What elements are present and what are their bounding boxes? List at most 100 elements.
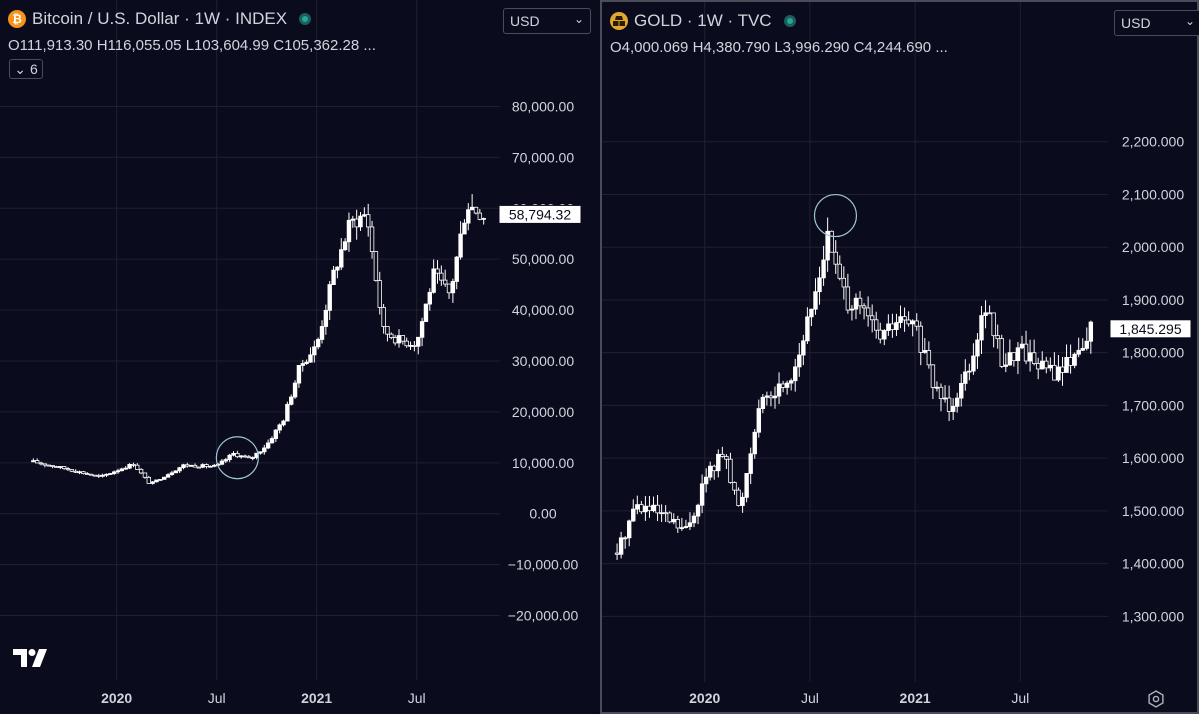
candle-body	[695, 504, 701, 517]
candle-body	[635, 504, 640, 510]
candle-body	[81, 471, 86, 474]
y-tick-label: 20,000.00	[512, 404, 574, 420]
candle-body	[366, 214, 371, 228]
gold-chart-panel[interactable]: 2,200.000 2,100.000 2,000.000 1,900.000 1,80…	[600, 0, 1199, 714]
btc-currency-select[interactable]: USD ⌄	[503, 8, 591, 34]
candle-body	[614, 552, 620, 555]
candle-body	[73, 470, 78, 473]
candle-body	[687, 522, 693, 527]
candle-body	[431, 268, 436, 293]
y-tick-label: 1,500.000	[1122, 503, 1184, 519]
candle-body	[188, 464, 194, 467]
candle-body	[319, 326, 325, 340]
y-tick-label: 0.00	[529, 506, 556, 522]
candle-body	[435, 268, 440, 274]
candle-body	[720, 453, 725, 457]
y-tick-label: −20,000.00	[508, 608, 579, 624]
candle-body	[853, 297, 859, 310]
candle-body	[756, 408, 761, 433]
candle-body	[404, 340, 409, 347]
candle-body	[1052, 364, 1057, 381]
candle-body	[46, 464, 51, 467]
candle-body	[979, 315, 984, 341]
btc-open-value: 111,913.30	[19, 37, 93, 54]
chevron-down-icon: ⌄	[573, 12, 584, 26]
candle-body	[967, 370, 972, 373]
candle-body	[38, 462, 44, 465]
candle-body	[350, 218, 356, 221]
candle-body	[138, 469, 144, 474]
candle-body	[829, 230, 834, 253]
gold-open-label: O	[610, 39, 622, 56]
x-tick-label: Jul	[208, 690, 226, 706]
candle-body	[663, 512, 668, 515]
candle-body	[262, 447, 267, 453]
candle-body	[845, 286, 851, 311]
candle-body	[446, 283, 452, 294]
candle-body	[809, 308, 814, 318]
candle-body	[212, 464, 217, 467]
btc-symbol-title[interactable]: Bitcoin / U.S. Dollar · 1W · INDEX	[32, 9, 288, 28]
btc-low-value: 103,604.99	[194, 37, 270, 54]
candle-body	[740, 496, 745, 506]
candle-body	[31, 460, 36, 463]
gold-symbol-title[interactable]: GOLD · 1W · TVC	[634, 11, 772, 30]
gold-ohlc-more[interactable]: ...	[935, 39, 948, 56]
gold-low-value: 3,996.290	[782, 39, 850, 56]
x-tick-label: Jul	[1011, 690, 1029, 706]
candle-body	[788, 380, 794, 384]
y-tick-label: 30,000.00	[512, 353, 574, 369]
candle-body	[744, 473, 749, 498]
candle-body	[108, 473, 113, 475]
tradingview-logo-icon[interactable]	[13, 649, 47, 667]
candle-body	[127, 463, 132, 469]
candle-body	[204, 464, 209, 467]
gold-chart-canvas[interactable]: 2,200.000 2,100.000 2,000.000 1,900.000 1,80…	[602, 2, 1197, 712]
candle-body	[219, 460, 225, 465]
candle-body	[416, 336, 421, 347]
candle-body	[987, 312, 992, 315]
btc-chart-panel[interactable]: 80,000.0070,000.0060,000.0050,000.0040,0…	[0, 0, 598, 714]
candle-body	[185, 464, 190, 467]
candle-body	[946, 397, 952, 412]
gear-icon[interactable]	[1147, 690, 1165, 708]
candle-body	[389, 333, 394, 338]
indicators-toggle-button[interactable]: ⌄ 6	[9, 59, 43, 79]
btc-symbol-header: ₿ Bitcoin / U.S. Dollar · 1W · INDEX	[8, 9, 312, 29]
gold-high-value: 4,380.790	[703, 39, 771, 56]
candle-body	[400, 335, 406, 342]
btc-ohlc-more[interactable]: ...	[363, 37, 376, 54]
candle-body	[1072, 353, 1077, 366]
candle-body	[315, 339, 321, 348]
candle-body	[419, 321, 425, 338]
candle-body	[1015, 347, 1021, 362]
candle-body	[289, 396, 294, 405]
market-status-icon	[299, 13, 312, 25]
candle-body	[821, 259, 826, 279]
gold-currency-select[interactable]: USD ⌄	[1114, 10, 1199, 36]
candle-body	[869, 315, 875, 321]
candle-body	[1019, 343, 1025, 349]
candle-body	[69, 469, 75, 472]
candle-body	[258, 451, 263, 454]
highlight-circle	[215, 436, 259, 480]
candle-body	[1064, 357, 1069, 373]
candle-body	[906, 319, 911, 325]
candle-body	[1048, 364, 1053, 369]
candle-body	[162, 476, 167, 480]
candle-body	[385, 326, 390, 335]
candle-body	[801, 340, 806, 356]
x-tick-label: Jul	[801, 690, 819, 706]
candle-body	[874, 319, 879, 331]
candle-body	[277, 424, 282, 431]
candle-body	[392, 337, 398, 344]
btc-chart-canvas[interactable]: 80,000.0070,000.0060,000.0050,000.0040,0…	[0, 0, 598, 714]
candle-body	[469, 206, 475, 211]
candle-body	[1080, 347, 1085, 351]
candle-body	[50, 464, 55, 467]
candle-body	[752, 431, 757, 455]
candle-body	[77, 471, 82, 474]
candle-body	[627, 520, 632, 539]
candle-body	[675, 519, 681, 529]
candle-body	[454, 256, 459, 282]
